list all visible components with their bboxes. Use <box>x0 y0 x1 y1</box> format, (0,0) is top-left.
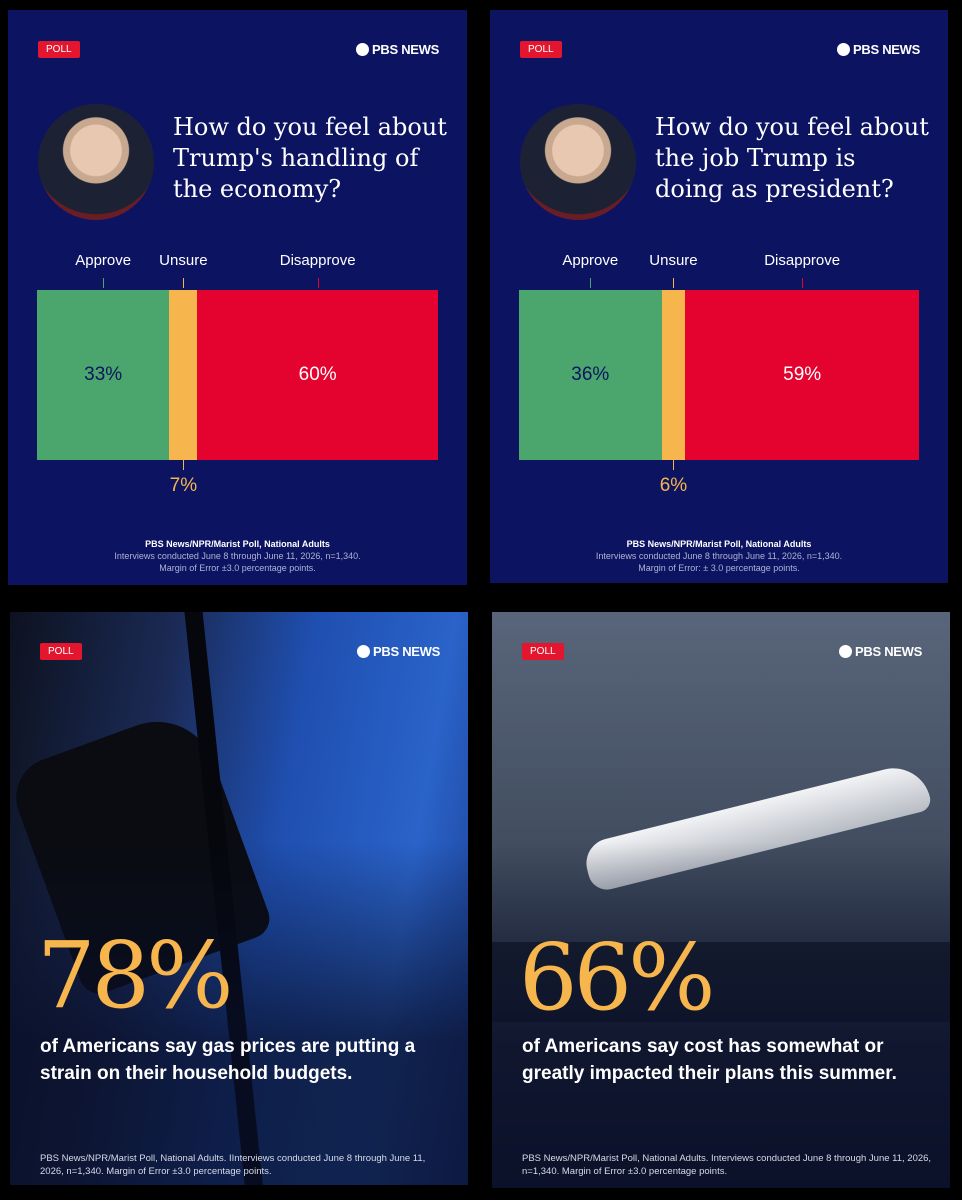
source-line: Interviews conducted June 8 through June… <box>114 551 361 561</box>
category-label: Disapprove <box>279 252 356 269</box>
brand: PBS NEWS <box>356 42 439 57</box>
category-tick <box>673 278 675 288</box>
stat: 66% <box>519 924 715 1031</box>
brand: PBS NEWS <box>839 644 922 659</box>
stacked-bar <box>519 290 919 460</box>
value-label: 59% <box>783 364 822 385</box>
stat-card: POLL PBS NEWS 78% of Americans say gas pric… <box>10 612 468 1185</box>
bar-segment <box>169 290 198 460</box>
category-tick <box>183 278 185 288</box>
source: PBS News/NPR/Marist Poll, National Adult… <box>522 1153 932 1177</box>
category-label: Approve <box>562 252 619 269</box>
shade <box>492 612 950 1188</box>
question: How do you feel about Trump's handling o… <box>173 113 447 203</box>
category-tick <box>317 278 319 288</box>
value-label: 60% <box>298 364 337 385</box>
question: How do you feel about the job Trump is d… <box>655 113 929 203</box>
value-label: 33% <box>84 364 123 385</box>
value-tick <box>183 460 185 470</box>
brand-name: PBS NEWS <box>372 42 439 57</box>
poll-badge: POLL <box>520 41 562 58</box>
value-tick <box>673 460 675 470</box>
poll-badge: POLL <box>38 41 80 58</box>
poll-card: POLL PBS NEWS How do you feel about the jo… <box>490 10 948 583</box>
source-line: Margin of Error ±3.0 percentage points. <box>159 563 316 573</box>
source: PBS News/NPR/Marist Poll, National Adult… <box>490 538 948 574</box>
stat-text: of Americans say gas prices are putting … <box>40 1036 416 1084</box>
brand-logo <box>839 645 853 658</box>
brand-logo <box>357 645 371 658</box>
source-line: PBS News/NPR/Marist Poll, National Adult… <box>145 539 330 549</box>
shade <box>10 612 468 1185</box>
source-line: Margin of Error: ± 3.0 percentage points… <box>638 563 800 573</box>
brand-name: PBS NEWS <box>853 42 920 57</box>
bar-segment <box>685 290 919 460</box>
stat-text: of Americans say cost has somewhat or gr… <box>522 1036 897 1084</box>
category-label: Unsure <box>649 252 698 269</box>
brand-name: PBS NEWS <box>855 644 922 659</box>
bar-segment <box>37 290 170 460</box>
category-label: Unsure <box>159 252 208 269</box>
brand: PBS NEWS <box>837 42 920 57</box>
photo <box>38 104 154 220</box>
brand: PBS NEWS <box>357 644 440 659</box>
poll-card: POLL PBS NEWS How do you feel about Trump'… <box>8 10 467 585</box>
source-line: PBS News/NPR/Marist Poll, National Adult… <box>626 539 812 549</box>
photo <box>520 104 636 220</box>
source-line: Interviews conducted June 8 through June… <box>595 551 843 561</box>
bar-segment <box>197 290 438 460</box>
category-label: Approve <box>75 252 132 269</box>
poll-badge: POLL <box>40 643 82 660</box>
category-tick <box>103 278 105 288</box>
source: PBS News/NPR/Marist Poll, National Adult… <box>8 538 467 574</box>
stacked-bar <box>37 290 438 460</box>
poll-badge: POLL <box>522 643 564 660</box>
brand-logo <box>356 43 370 56</box>
value-label: 7% <box>169 475 198 496</box>
bar-segment <box>519 290 662 460</box>
source: PBS News/NPR/Marist Poll, National Adult… <box>40 1153 426 1177</box>
bar-segment <box>661 290 686 460</box>
stat: 78% <box>37 922 233 1029</box>
brand-name: PBS NEWS <box>373 644 440 659</box>
value-label: 36% <box>571 364 610 385</box>
category-label: Disapprove <box>764 252 841 269</box>
category-tick <box>590 278 592 288</box>
brand-logo <box>837 43 851 56</box>
stat-card: POLL PBS NEWS 66% of Americans say cost has… <box>492 612 950 1188</box>
category-tick <box>802 278 804 288</box>
value-label: 6% <box>659 475 688 496</box>
